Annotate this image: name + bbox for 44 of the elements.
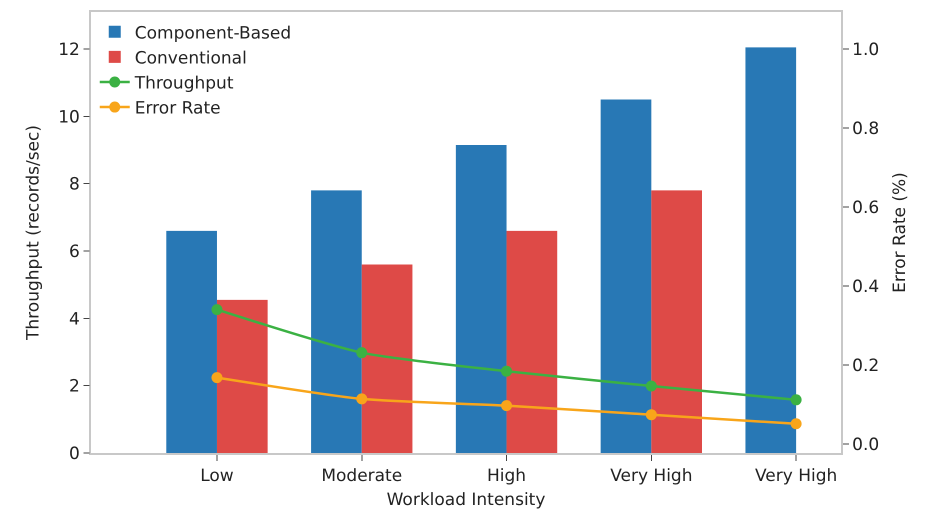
bar xyxy=(311,190,362,453)
y2-tick-label: 0.2 xyxy=(852,356,880,376)
point xyxy=(501,366,512,377)
bar xyxy=(166,230,217,453)
point xyxy=(501,400,512,412)
bar xyxy=(745,47,796,453)
y-tick-label: 4 xyxy=(69,309,80,330)
point xyxy=(356,347,368,358)
legend-label: Component-Based xyxy=(134,23,292,44)
y-axis-title: Throughput (records/sec) xyxy=(23,125,44,341)
point xyxy=(790,394,802,406)
point xyxy=(211,304,222,316)
y2-axis-title: Error Rate (%) xyxy=(890,172,910,293)
point xyxy=(646,409,657,420)
point xyxy=(211,372,222,384)
legend-label: Error Rate xyxy=(134,98,221,119)
x-tick-label: Low xyxy=(200,466,234,486)
y2-tick-label: 0.6 xyxy=(852,198,880,218)
bar xyxy=(600,100,652,453)
x-tick-label: Moderate xyxy=(321,466,402,486)
legend-label: Throughput xyxy=(134,74,234,94)
bar xyxy=(216,300,268,453)
point xyxy=(790,418,802,430)
bar xyxy=(456,144,507,453)
bar xyxy=(651,190,702,453)
x-tick-label: High xyxy=(487,466,526,486)
y2-tick-label: 0.8 xyxy=(852,119,880,140)
y-tick-label: 12 xyxy=(58,40,80,60)
y-tick-label: 10 xyxy=(58,107,80,128)
y-tick-label: 0 xyxy=(69,444,80,464)
point xyxy=(646,380,657,392)
y-tick-label: 2 xyxy=(69,376,80,397)
y2-tick-label: 1.0 xyxy=(852,40,880,60)
x-axis-title: Workload Intensity xyxy=(386,490,546,510)
x-tick-label: Very High xyxy=(610,466,692,486)
y2-tick-label: 0.0 xyxy=(852,434,880,455)
bar xyxy=(506,230,558,453)
legend-label: Conventional xyxy=(134,48,247,68)
y-tick-label: 6 xyxy=(69,242,80,262)
x-tick-label: Very High xyxy=(754,466,838,486)
y2-tick-label: 0.4 xyxy=(852,276,880,297)
bar xyxy=(362,264,412,453)
point xyxy=(356,393,368,404)
y-tick-label: 8 xyxy=(69,174,80,195)
